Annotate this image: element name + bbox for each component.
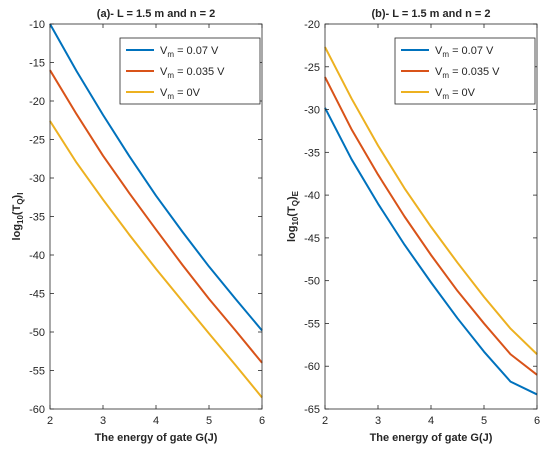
panel-a-y-axis-label-sub: 10 (16, 215, 25, 224)
panel-a-y-axis-label: log10(TQ)I (11, 193, 25, 241)
panel-a-legend-label-part: = 0.035 V (174, 66, 225, 78)
panel-b-legend-label-part: V (435, 66, 443, 78)
panel-b-y-tick-label-1: -25 (304, 62, 320, 74)
panel-a-legend-label-sub: m (167, 71, 174, 80)
panel-b-y-tick-label-0: -20 (304, 19, 320, 31)
panel-b-legend-label-2: Vm = 0V (435, 87, 476, 101)
panel-a-legend-label-sub: m (167, 92, 174, 101)
panel-b-legend-label-part: = 0.035 V (449, 66, 500, 78)
panel-a-x-tick-label-0: 2 (47, 415, 53, 427)
panel-b-series-line-1 (324, 76, 538, 376)
panel-a-y-axis-label-part: log (11, 224, 23, 241)
panel-b-legend: Vm = 0.07 VVm = 0.035 VVm = 0V (394, 37, 536, 105)
panel-b-y-tick-label-4: -40 (304, 190, 320, 202)
panel-a-legend: Vm = 0.07 VVm = 0.035 VVm = 0V (119, 37, 261, 105)
panel-b-legend-label-part: = 0.07 V (449, 45, 494, 57)
panel-b-legend-label-part: = 0V (449, 87, 476, 99)
panel-a-legend-label-part: = 0V (174, 87, 201, 99)
panel-b-x-axis-label: The energy of gate G(J) (370, 432, 493, 444)
panel-b-y-tick-label-7: -55 (304, 318, 320, 330)
panel-b-y-tick-label-9: -65 (304, 404, 320, 416)
panel-a-y-tick-label-10: -60 (29, 404, 45, 416)
panel-b-series-line-2 (324, 46, 538, 355)
panel-b-legend-label-part: V (435, 45, 443, 57)
panel-b-y-tick-label-6: -50 (304, 276, 320, 288)
panel-b-x-tick-label-1: 3 (375, 415, 381, 427)
panel-b: 2 3 4 5 6 -20 -25 -30 -35 -40 -45 -50 -55 -60 -65 (b)- … (286, 8, 540, 444)
panel-b-x-tick-label-4: 6 (534, 415, 540, 427)
panel-b-y-tick-label-5: -45 (304, 233, 320, 245)
panel-a-series-line-2 (49, 120, 263, 399)
panel-a-series-line-0 (49, 23, 263, 332)
panel-a-legend-label-sub: m (167, 50, 174, 59)
panel-a-y-axis-label-sub: I (16, 193, 25, 195)
panel-a-y-axis-label-part: ) (11, 194, 23, 198)
panel-a-y-axis-label-part: (T (11, 204, 23, 215)
panel-b-y-tick-label-3: -35 (304, 147, 320, 159)
panel-b-x-tick-label-3: 5 (481, 415, 487, 427)
panel-b-legend-label-1: Vm = 0.035 V (435, 66, 500, 80)
panel-a-x-tick-label-3: 5 (206, 415, 212, 427)
panel-a-x-tick-label-2: 4 (153, 415, 159, 427)
panel-b-y-axis-label-part: log (286, 226, 298, 243)
panel-b-x-tick-label-0: 2 (322, 415, 328, 427)
panel-a-y-tick-label-6: -40 (29, 250, 45, 262)
panel-b-y-axis-label-part: (T (286, 206, 298, 217)
panel-a-legend-label-1: Vm = 0.035 V (160, 66, 225, 80)
panel-b-legend-label-sub: m (442, 71, 449, 80)
panel-a-y-tick-label-2: -20 (29, 96, 45, 108)
panel-b-series-line-0 (324, 107, 538, 396)
panel-a: 2 3 4 5 6 -10 -15 -20 -25 -30 -35 -40 -45 -50 -55 -60 (a… (11, 8, 265, 444)
panel-b-y-axis-label-sub: E (291, 190, 300, 196)
panel-a-legend-label-0: Vm = 0.07 V (160, 45, 219, 59)
panel-b-y-axis-label-sub: Q (291, 200, 300, 206)
panel-a-y-tick-label-4: -30 (29, 173, 45, 185)
panel-a-legend-label-part: = 0.07 V (174, 45, 219, 57)
panel-b-y-tick-label-2: -30 (304, 105, 320, 117)
panel-a-legend-label-part: V (160, 66, 168, 78)
panel-b-legend-label-sub: m (442, 92, 449, 101)
panel-a-x-tick-label-4: 6 (259, 415, 265, 427)
panel-b-y-axis-label-sub: 10 (291, 216, 300, 225)
panel-a-y-tick-label-8: -50 (29, 327, 45, 339)
panel-b-y-axis-label-part: ) (286, 196, 298, 200)
panel-b-legend-label-0: Vm = 0.07 V (435, 45, 494, 59)
panel-b-y-axis-label: log10(TQ)E (286, 190, 300, 242)
panel-b-y-tick-label-8: -60 (304, 361, 320, 373)
panel-a-y-tick-label-9: -55 (29, 366, 45, 378)
panel-a-x-tick-label-1: 3 (100, 415, 106, 427)
panel-a-y-tick-label-5: -35 (29, 212, 45, 224)
panel-a-legend-label-part: V (160, 45, 168, 57)
panel-a-y-tick-label-1: -15 (29, 58, 45, 70)
panel-a-y-axis-label-sub: Q (16, 198, 25, 204)
panel-b-legend-label-part: V (435, 87, 443, 99)
panel-a-y-tick-label-3: -25 (29, 135, 45, 147)
panel-a-legend-label-part: V (160, 87, 168, 99)
panel-a-title: (a)- L = 1.5 m and n = 2 (97, 8, 215, 20)
panel-a-legend-label-2: Vm = 0V (160, 87, 201, 101)
panel-b-title: (b)- L = 1.5 m and n = 2 (372, 8, 491, 20)
panel-a-x-axis-label: The energy of gate G(J) (95, 432, 218, 444)
panel-a-y-tick-label-0: -10 (29, 19, 45, 31)
panel-a-series-line-1 (49, 69, 263, 364)
panel-b-legend-label-sub: m (442, 50, 449, 59)
panel-a-y-tick-label-7: -45 (29, 289, 45, 301)
panel-b-x-tick-label-2: 4 (428, 415, 434, 427)
